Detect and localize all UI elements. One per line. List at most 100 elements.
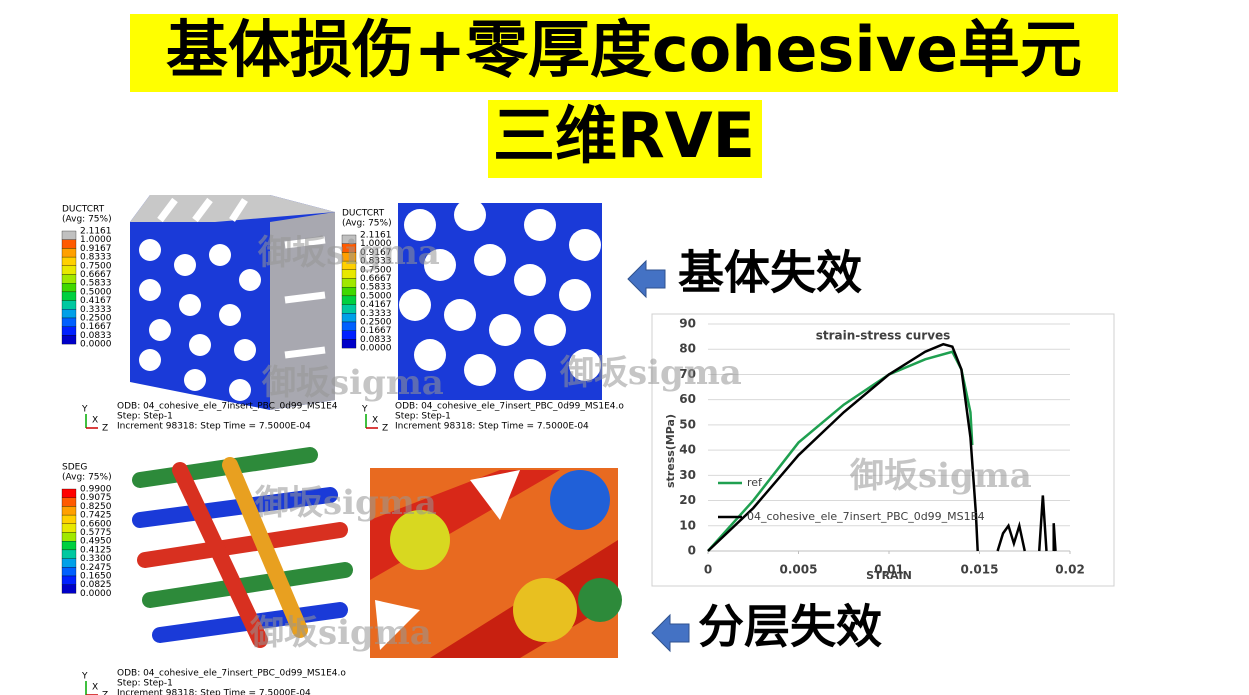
legend-level: 0.5833 xyxy=(360,283,392,293)
legend-level: 0.4167 xyxy=(80,296,112,306)
fiber-sections xyxy=(139,239,261,401)
label: 基体失效 xyxy=(678,246,862,300)
x-tick-label: 0.015 xyxy=(961,563,999,577)
arrow xyxy=(651,613,690,653)
odb-info: Increment 98318: Step Time = 7.5000E-04 xyxy=(117,689,311,695)
triad-label: X xyxy=(92,416,98,426)
contour-image xyxy=(270,212,335,410)
y-tick-label: 80 xyxy=(679,342,696,356)
legend-swatch xyxy=(61,317,77,327)
odb-info: ODB: 04_cohesive_ele_7insert_PBC_0d99_MS… xyxy=(117,669,346,679)
legend-level: 0.5000 xyxy=(80,287,112,297)
legend-level: 0.3333 xyxy=(80,305,112,315)
series-line xyxy=(707,350,974,552)
y-tick-label: 40 xyxy=(679,443,696,457)
legend-level: 0.1650 xyxy=(80,572,112,582)
legend-level: 0.4125 xyxy=(80,545,112,555)
legend-swatch xyxy=(61,523,77,533)
legend-level: 1.0000 xyxy=(80,235,112,245)
legend-level: 0.0000 xyxy=(360,344,392,354)
legend-level: 0.3333 xyxy=(360,309,392,319)
odb-info: Step: Step-1 xyxy=(395,412,451,422)
legend-avg: (Avg: 75%) xyxy=(62,215,112,225)
legend-swatch xyxy=(61,514,77,524)
legend-swatch xyxy=(61,309,77,319)
title-highlight xyxy=(488,100,762,178)
odb-info: Step: Step-1 xyxy=(117,412,173,422)
legend-swatch xyxy=(61,265,77,275)
legend-level: 0.7425 xyxy=(80,511,112,521)
legend-level: 0.7500 xyxy=(360,265,392,275)
legend-swatch xyxy=(341,287,357,297)
x-tick-label: 0 xyxy=(704,563,712,577)
fiber-stripes xyxy=(157,197,326,359)
watermark: 御坂sigma xyxy=(257,233,440,273)
arrow xyxy=(627,259,666,299)
legend-level: 0.7500 xyxy=(80,261,112,271)
triad-label: Z xyxy=(382,424,388,434)
legend-level: 0.6667 xyxy=(360,274,392,284)
legend-swatch xyxy=(61,541,77,551)
legend-level: 0.9900 xyxy=(80,485,112,495)
triad-label: Z xyxy=(102,691,108,695)
series-line xyxy=(707,342,1057,552)
legend-swatch xyxy=(61,584,77,594)
legend-swatch xyxy=(61,274,77,284)
odb-info: Step: Step-1 xyxy=(117,679,173,689)
legend-swatch xyxy=(341,304,357,314)
triad-label: Y xyxy=(81,672,88,682)
legend-swatch xyxy=(61,506,77,516)
x-tick-label: 0.02 xyxy=(1055,563,1085,577)
fiber-sections xyxy=(399,199,601,391)
legend-level: 0.5833 xyxy=(80,279,112,289)
legend-level: 0.2475 xyxy=(80,563,112,573)
legend-level: 0.8333 xyxy=(360,257,392,267)
legend-variable: SDEG xyxy=(62,463,87,473)
legend-swatch xyxy=(61,283,77,293)
legend-level: 0.4167 xyxy=(360,300,392,310)
watermark: 御坂sigma xyxy=(849,456,1032,496)
y-tick-label: 0 xyxy=(688,544,696,558)
legend-level: 0.1667 xyxy=(80,322,112,332)
legend-variable: DUCTCRT xyxy=(342,209,385,219)
legend-level: 0.2500 xyxy=(360,318,392,328)
x-tick-label: 0.01 xyxy=(874,563,904,577)
legend-swatch xyxy=(61,291,77,301)
legend-level: 0.2500 xyxy=(80,314,112,324)
y-tick-label: 30 xyxy=(679,468,696,482)
legend-level: 0.1667 xyxy=(360,326,392,336)
odb-info: Increment 98318: Step Time = 7.5000E-04 xyxy=(117,422,311,432)
legend-swatch xyxy=(61,488,77,498)
legend-level: 0.0000 xyxy=(80,589,112,599)
y-tick-label: 10 xyxy=(679,518,696,532)
triad-label: Y xyxy=(81,405,88,415)
legend-level: 0.9167 xyxy=(80,244,112,254)
y-tick-label: 20 xyxy=(679,493,696,507)
x-tick-label: 0.005 xyxy=(780,563,818,577)
y-tick-label: 60 xyxy=(679,392,696,406)
legend-level: 1.0000 xyxy=(360,239,392,249)
watermark: 御坂sigma xyxy=(249,613,432,653)
legend-label: ref xyxy=(747,476,763,489)
legend-level: 0.8333 xyxy=(80,253,112,263)
legend-swatch xyxy=(341,330,357,340)
odb-info: Increment 98318: Step Time = 7.5000E-04 xyxy=(395,422,589,432)
legend-swatch xyxy=(61,300,77,310)
legend-avg: (Avg: 75%) xyxy=(62,473,112,483)
legend-swatch xyxy=(61,326,77,336)
legend-level: 0.3300 xyxy=(80,554,112,564)
legend-swatch xyxy=(61,567,77,577)
label: 分层失效 xyxy=(698,600,882,654)
odb-info: ODB: 04_cohesive_ele_7insert_PBC_0d99_MS… xyxy=(395,402,624,412)
legend-level: 0.4950 xyxy=(80,537,112,547)
legend-swatch xyxy=(61,532,77,542)
legend-level: 2.1161 xyxy=(80,227,112,237)
title-highlight xyxy=(130,14,1118,92)
y-tick-label: 50 xyxy=(679,417,696,431)
title-line: 三维RVE xyxy=(493,99,755,172)
legend-variable: DUCTCRT xyxy=(62,205,105,215)
legend-level: 0.9075 xyxy=(80,493,112,503)
legend-swatch xyxy=(61,248,77,258)
legend-level: 0.0833 xyxy=(80,331,112,341)
